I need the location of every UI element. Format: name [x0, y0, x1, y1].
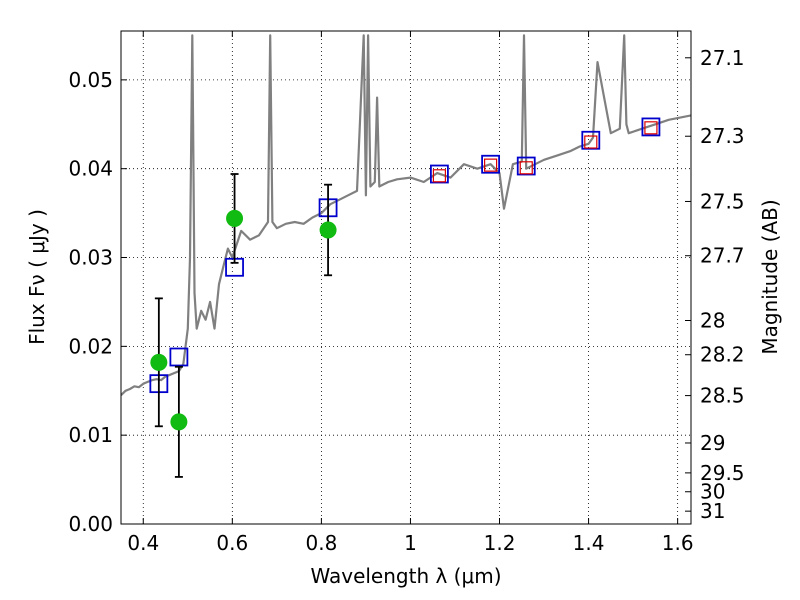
observed-point — [170, 413, 188, 431]
model-photometry-square — [581, 130, 601, 150]
y-axis-title: Flux Fν ( μJy ) — [25, 209, 49, 345]
x-tick-label: 0.6 — [216, 531, 248, 555]
model-photometry-square — [429, 164, 449, 184]
model-photometry-square — [641, 117, 661, 137]
inner-marker-square — [644, 121, 658, 135]
y-tick-label: 0.01 — [68, 423, 113, 447]
plot-area — [121, 34, 691, 478]
observed-point — [150, 353, 168, 371]
model-photometry-square — [169, 347, 189, 367]
x-tick-label: 1.6 — [662, 531, 694, 555]
x-axis-title: Wavelength λ (μm) — [310, 564, 501, 588]
y-tick-label: 0.02 — [68, 334, 113, 358]
model-photometry-square — [516, 156, 536, 176]
right-tick-label: 27.5 — [700, 189, 745, 213]
right-tick-label: 28.5 — [700, 384, 745, 408]
x-tick-label: 1.2 — [484, 531, 516, 555]
plot-frame — [120, 30, 692, 525]
y-tick-label: 0.04 — [68, 157, 113, 181]
right-tick-label: 27.3 — [700, 124, 745, 148]
y-tick-label: 0.00 — [68, 512, 113, 536]
right-tick-label: 27.1 — [700, 46, 745, 70]
right-tick-label: 28.2 — [700, 343, 745, 367]
axes: 0.4 0.6 0.8 1 1.2 1.4 1.6 0.00 0.01 0.02 0.03 0.04 0… — [68, 31, 745, 555]
x-tick-label: 1.4 — [573, 531, 605, 555]
inner-marker-square — [432, 169, 446, 183]
right-tick-label: 30 — [700, 480, 725, 504]
model-photometry-square — [481, 154, 501, 174]
observed-point — [226, 209, 244, 227]
y-tick-label: 0.05 — [68, 68, 113, 92]
right-tick-label: 27.7 — [700, 244, 745, 268]
x-tick-label: 1 — [404, 531, 417, 555]
inner-marker-square — [519, 161, 533, 175]
right-tick-label: 31 — [700, 499, 725, 523]
x-tick-label: 0.4 — [127, 531, 159, 555]
spectrum-line — [121, 34, 691, 396]
x-tick-label: 0.8 — [305, 531, 337, 555]
y-tick-label: 0.03 — [68, 246, 113, 270]
right-axis-title: Magnitude (AB) — [758, 199, 782, 354]
right-tick-label: 29.5 — [700, 461, 745, 485]
right-tick-label: 28 — [700, 308, 725, 332]
inner-marker-square — [584, 135, 598, 149]
inner-marker-square — [484, 158, 498, 172]
observed-point — [319, 221, 337, 239]
right-tick-label: 29 — [700, 431, 725, 455]
